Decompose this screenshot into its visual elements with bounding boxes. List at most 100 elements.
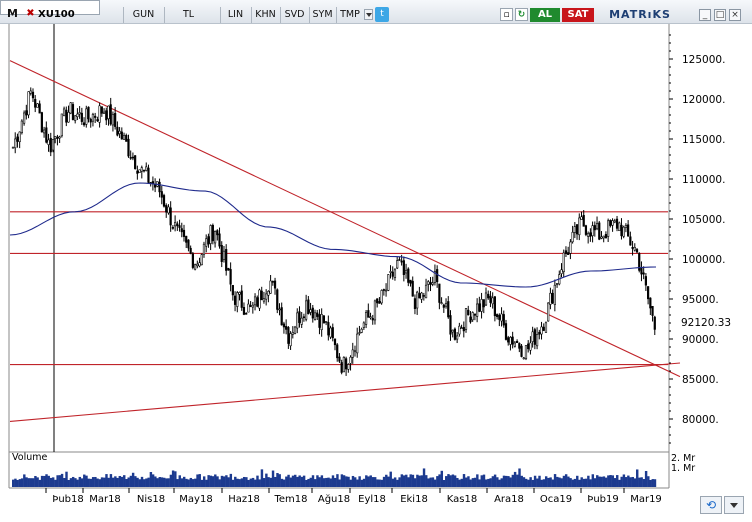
volume-bar — [396, 479, 399, 487]
volume-bar — [362, 478, 366, 487]
candle-body — [611, 220, 614, 226]
volume-bar — [242, 476, 246, 487]
volume-bar — [511, 474, 515, 487]
volume-bar — [140, 476, 144, 487]
candle-body — [305, 300, 308, 320]
candle-body — [202, 243, 206, 255]
trendline[interactable] — [9, 60, 681, 378]
candle-body — [351, 349, 354, 358]
volume-bar — [222, 476, 226, 487]
volume-bar — [138, 479, 141, 487]
scale-button[interactable]: LIN — [220, 7, 250, 23]
candle-body — [458, 325, 461, 335]
symbol-field[interactable] — [0, 0, 100, 15]
close-icon[interactable]: ✖ — [26, 8, 35, 19]
candle-body — [618, 222, 621, 232]
candle-body — [467, 309, 470, 316]
volume-bar — [196, 474, 199, 487]
candle-body — [509, 337, 512, 345]
volume-pane — [12, 468, 657, 487]
volume-bar — [176, 479, 179, 487]
volume-bar — [336, 474, 339, 487]
buy-button[interactable]: AL — [530, 8, 560, 22]
volume-bar — [607, 475, 610, 487]
candle-body — [282, 323, 286, 328]
candle-body — [242, 307, 246, 315]
candle-body — [369, 316, 372, 319]
refresh-icon[interactable]: ↻ — [515, 8, 528, 21]
volume-bar — [276, 473, 279, 487]
candle-body — [547, 302, 550, 322]
new-window-icon[interactable]: ▫ — [500, 8, 513, 21]
volume-bar — [311, 475, 315, 487]
volume-bar — [36, 477, 39, 487]
chevron-down-icon[interactable] — [364, 9, 373, 20]
volume-bar — [71, 476, 75, 487]
candle-body — [373, 300, 377, 321]
khn-button[interactable]: KHN — [251, 7, 279, 23]
candle-body — [196, 263, 199, 267]
candle-body — [331, 327, 334, 339]
price-chart[interactable]: 125000. 120000. 115000. 110000. 105000. 10000… — [0, 24, 752, 522]
candle-body — [34, 98, 37, 108]
candle-body — [129, 157, 132, 159]
candle-body — [609, 220, 612, 226]
candle-body — [422, 295, 425, 297]
symbol-value[interactable]: XU100 — [38, 9, 75, 20]
candle-body — [593, 225, 596, 231]
period-button[interactable]: GUN — [123, 7, 163, 23]
volume-bar — [325, 477, 328, 487]
candle-body — [489, 295, 492, 303]
svd-button[interactable]: SVD — [280, 7, 308, 23]
candle-body — [11, 146, 15, 149]
x-tick-label: Mar18 — [89, 494, 121, 505]
candle-body — [45, 127, 48, 143]
candle-body — [62, 108, 66, 117]
candle-body — [51, 138, 55, 151]
candle-body — [451, 329, 454, 333]
candle-body — [453, 328, 457, 340]
sym-button[interactable]: SYM — [309, 7, 335, 23]
volume-bar — [420, 475, 424, 487]
candle-body — [402, 260, 405, 275]
volume-bar — [473, 477, 477, 487]
candle-body — [484, 292, 488, 306]
volume-bar — [529, 477, 532, 487]
volume-bar — [567, 476, 570, 487]
candle-body — [225, 249, 228, 271]
volume-bar — [69, 478, 73, 487]
candle-body — [14, 138, 17, 149]
trendline[interactable] — [9, 362, 681, 422]
twitter-icon[interactable]: t — [375, 7, 389, 22]
maximize-icon[interactable]: □ — [714, 9, 726, 21]
candle-body — [500, 313, 503, 322]
volume-bar — [564, 474, 568, 487]
volume-bar — [160, 477, 164, 487]
volume-bar — [349, 479, 352, 487]
candle-body — [629, 236, 632, 246]
candle-body — [607, 220, 610, 237]
sync-icon[interactable]: ⟲ — [700, 496, 722, 514]
volume-bar — [238, 479, 241, 487]
candle-body — [638, 253, 641, 271]
candle-body — [600, 236, 603, 239]
sell-button[interactable]: SAT — [562, 8, 594, 22]
tmp-button[interactable]: TMP — [336, 7, 363, 23]
currency-button[interactable]: TL — [164, 7, 212, 23]
candle-body — [320, 314, 323, 331]
volume-bar — [200, 479, 204, 487]
window-close-icon[interactable]: × — [729, 9, 741, 21]
candle-body — [487, 293, 490, 299]
candle-body — [622, 226, 625, 237]
chevron-down-icon[interactable] — [724, 496, 744, 514]
candle-body — [285, 326, 288, 330]
candle-body — [615, 218, 619, 229]
volume-bar — [98, 479, 102, 487]
candle-body — [211, 225, 214, 242]
candle-body — [515, 341, 519, 343]
volume-bar — [602, 476, 606, 487]
candle-body — [280, 307, 283, 326]
minimize-icon[interactable]: _ — [699, 9, 711, 21]
x-tick-label: Mar19 — [630, 494, 662, 505]
candle-body — [316, 312, 319, 317]
